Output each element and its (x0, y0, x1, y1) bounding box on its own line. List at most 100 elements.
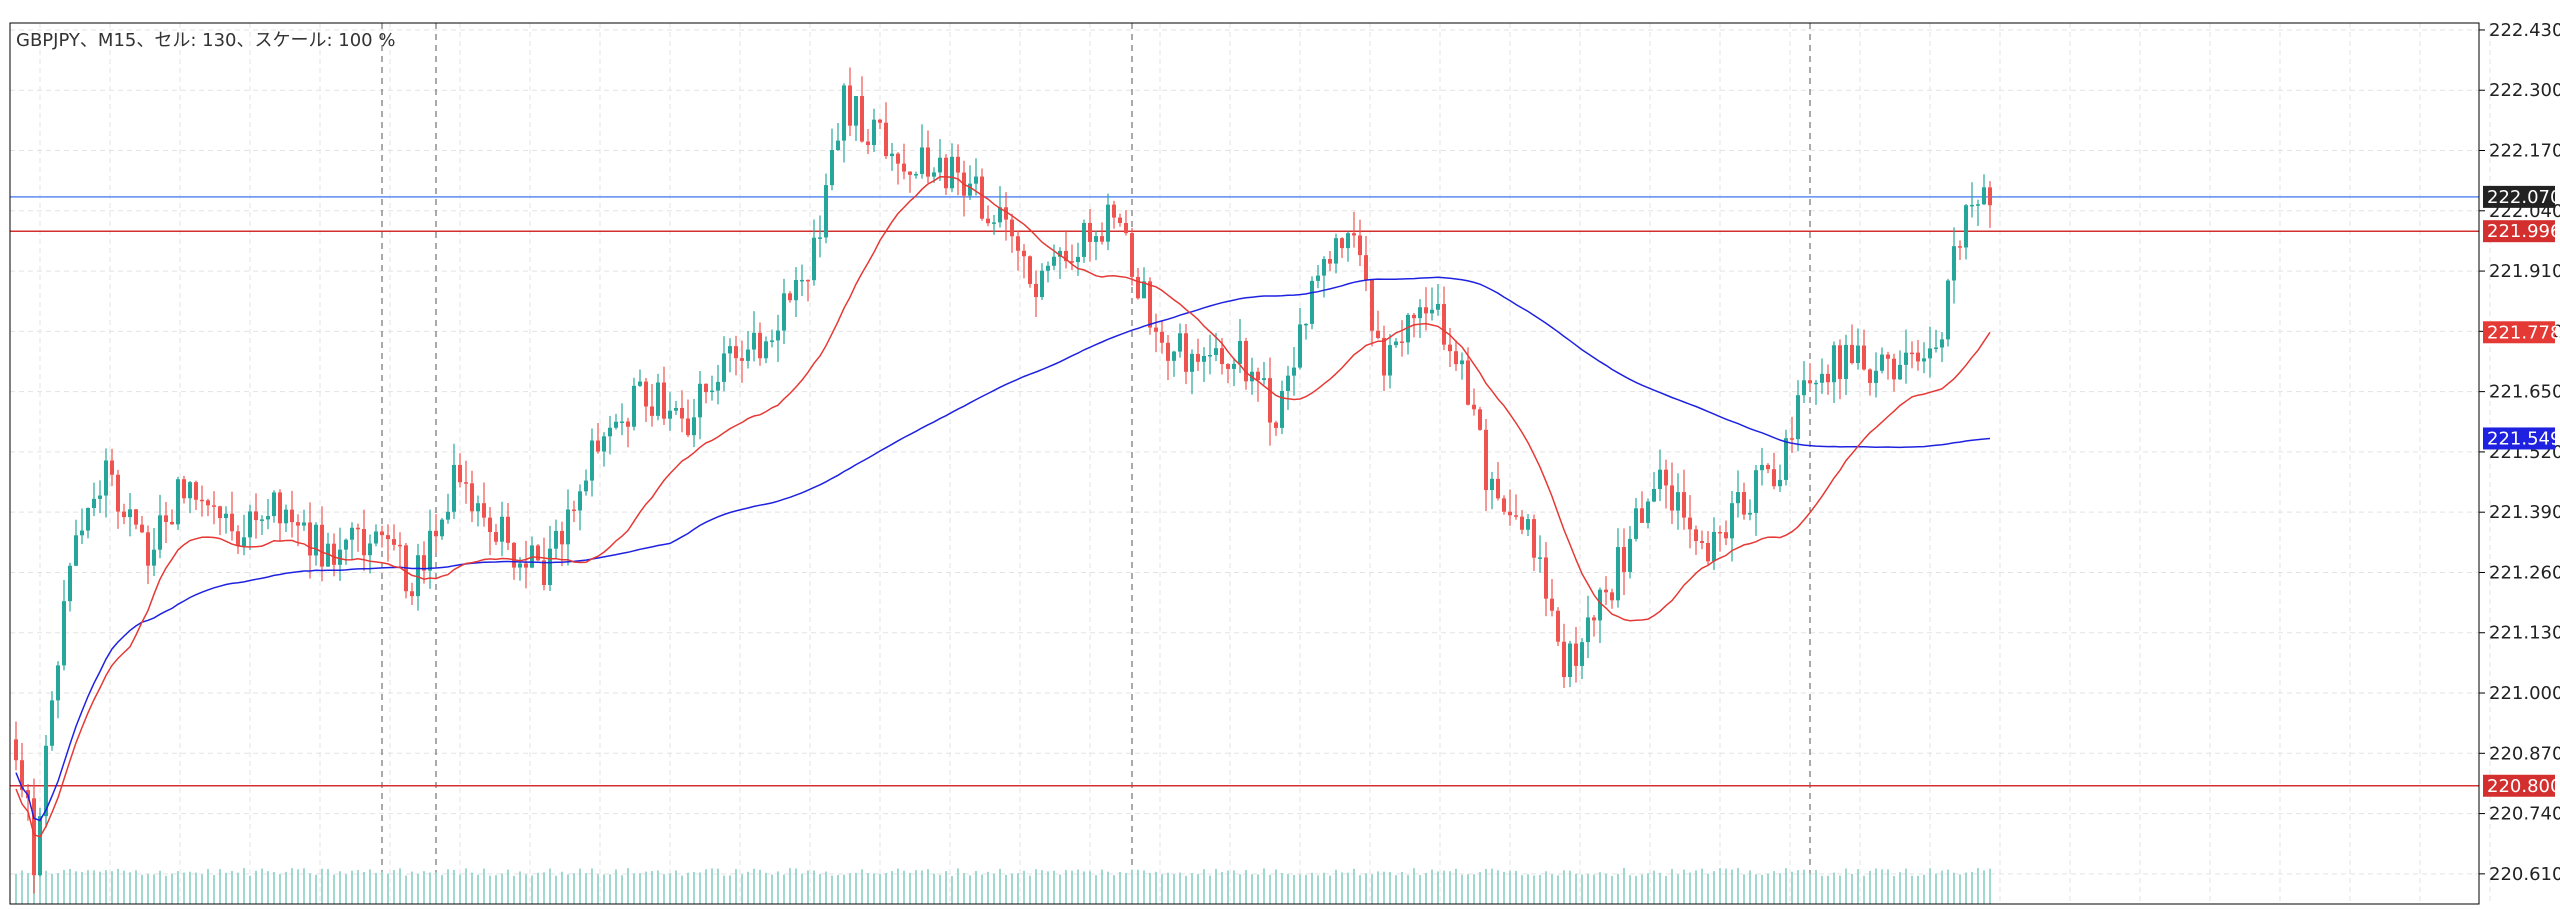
candle-body-18 (122, 511, 126, 518)
candle-body-157 (956, 156, 960, 173)
candle-177 (1076, 242, 1080, 276)
candle-body-135 (824, 185, 828, 238)
candle-124 (758, 322, 762, 366)
candle-body-299 (1808, 380, 1812, 384)
candle-body-286 (1730, 503, 1734, 539)
candle-body-107 (656, 382, 660, 416)
candle-105 (644, 377, 648, 423)
candle-body-178 (1082, 222, 1086, 257)
candle-315 (1904, 329, 1908, 384)
axis-tick-label-2: 222.170 (2489, 141, 2560, 162)
candle-body-324 (1958, 246, 1962, 248)
candle-body-184 (1118, 217, 1122, 224)
candle-body-124 (758, 332, 762, 359)
candle-body-68 (422, 555, 426, 571)
candle-body-244 (1478, 409, 1482, 430)
candle-214 (1298, 307, 1302, 370)
candle-75 (464, 460, 468, 504)
candle-body-183 (1112, 204, 1116, 218)
candle-34 (218, 505, 222, 536)
candle-155 (944, 154, 948, 195)
candle-body-280 (1694, 529, 1698, 542)
candle-body-69 (428, 530, 432, 571)
candle-body-319 (1928, 348, 1932, 359)
candle-body-307 (1856, 345, 1860, 364)
candle-body-169 (1028, 256, 1032, 284)
candle-body-317 (1916, 352, 1920, 362)
candle-134 (818, 215, 822, 258)
candle-body-193 (1172, 351, 1176, 361)
candle-108 (662, 366, 666, 425)
candle-body-34 (218, 506, 222, 519)
candle-body-145 (884, 122, 888, 157)
candle-291 (1760, 447, 1764, 486)
candle-body-245 (1484, 429, 1488, 491)
candle-73 (452, 443, 456, 519)
candle-body-7 (56, 665, 60, 701)
candle-body-181 (1100, 236, 1104, 242)
candle-body-173 (1052, 256, 1056, 266)
candle-154 (938, 139, 942, 181)
candle-142 (866, 129, 870, 155)
chart-frame (9, 22, 2480, 905)
candle-9 (68, 562, 72, 612)
candle-137 (836, 123, 840, 151)
candle-body-91 (560, 530, 564, 545)
candle-16 (110, 448, 114, 487)
candle-body-227 (1376, 330, 1380, 338)
candle-body-277 (1676, 492, 1680, 511)
candle-12 (86, 507, 90, 539)
candle-254 (1538, 535, 1542, 573)
candle-body-70 (434, 530, 438, 537)
candle-224 (1358, 219, 1362, 267)
candle-body-20 (134, 509, 138, 525)
candle-301 (1820, 358, 1824, 394)
candle-148 (902, 143, 906, 180)
candle-body-313 (1892, 358, 1896, 380)
candle-body-290 (1754, 470, 1758, 513)
candle-121 (740, 340, 744, 383)
candle-body-106 (650, 406, 654, 416)
candle-body-203 (1232, 363, 1236, 369)
candle-body-291 (1760, 464, 1764, 471)
candle-body-301 (1820, 373, 1824, 383)
candle-63 (392, 524, 396, 551)
axis-tick-label-8: 221.390 (2489, 502, 2560, 523)
candle-273 (1652, 472, 1656, 503)
candle-body-51 (320, 524, 324, 567)
candle-329 (1988, 181, 1992, 228)
candle-167 (1016, 231, 1020, 271)
candle-261 (1580, 638, 1584, 680)
candle-body-204 (1238, 340, 1242, 364)
candle-101 (620, 403, 624, 436)
candle-body-90 (554, 530, 558, 549)
candle-125 (764, 336, 768, 364)
candle-103 (632, 377, 636, 431)
candle-body-253 (1532, 519, 1536, 558)
candle-body-249 (1508, 511, 1512, 516)
candle-body-92 (566, 509, 570, 545)
price-axis: 222.430222.300222.170222.040221.910221.7… (2479, 20, 2560, 885)
candle-body-156 (950, 156, 954, 189)
candle-82 (506, 503, 510, 551)
candle-body-130 (794, 279, 798, 301)
candle-body-305 (1844, 344, 1848, 379)
candle-17 (116, 469, 120, 529)
candle-body-232 (1406, 314, 1410, 343)
candle-211 (1280, 380, 1284, 435)
candle-46 (290, 490, 294, 538)
candle-body-47 (296, 522, 300, 526)
candle-25 (164, 502, 168, 544)
candle-223 (1352, 211, 1356, 248)
candle-43 (272, 490, 276, 523)
candle-243 (1472, 388, 1476, 416)
candle-body-142 (866, 141, 870, 146)
candle-140 (854, 95, 858, 141)
candle-281 (1700, 530, 1704, 550)
candle-body-75 (464, 482, 468, 484)
candle-112 (686, 399, 690, 438)
candle-64 (398, 532, 402, 568)
candle-118 (722, 336, 726, 392)
candle-body-5 (44, 745, 48, 817)
